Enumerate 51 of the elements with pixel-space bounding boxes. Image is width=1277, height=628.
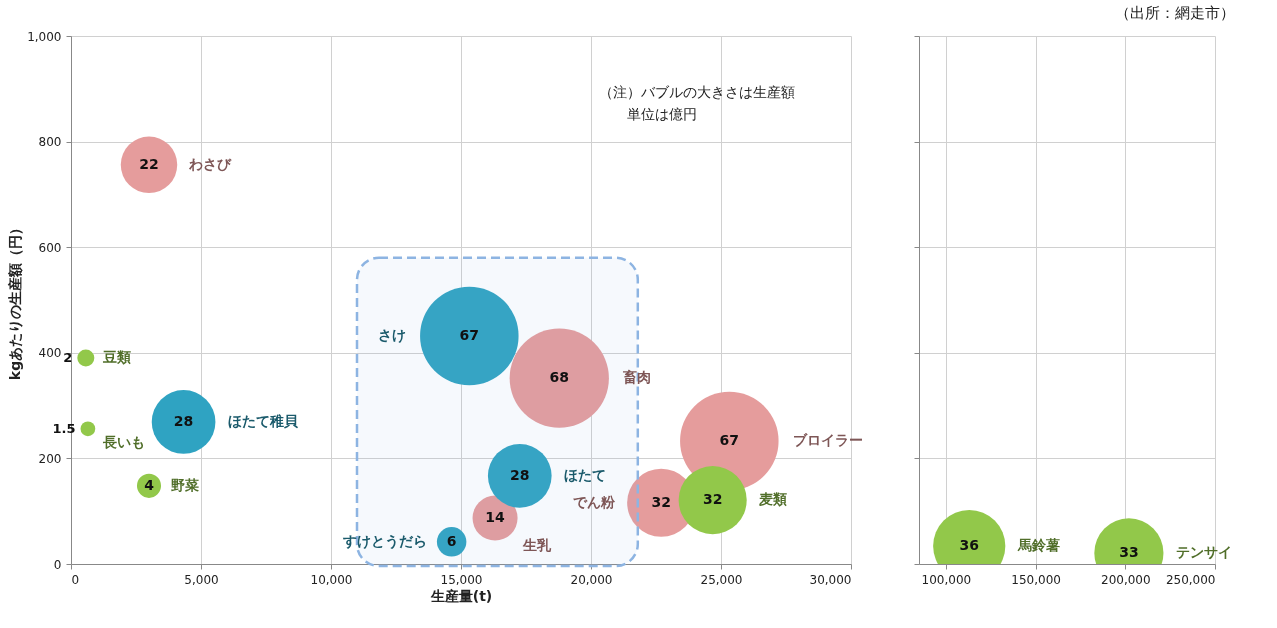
y-tick-label: 1,000 [27,29,62,44]
data-label: 4 [144,476,155,493]
data-label: 32 [702,491,723,508]
data-label: 22 [139,155,159,172]
series-label: ほたて [563,466,606,483]
y-tick-label: 200 [38,451,62,466]
annotation: （注）バブルの大きさは生産額 [599,84,796,100]
series-label: 野菜 [170,476,199,493]
series-label: 麦類 [758,491,788,508]
series-label: すけとうだら [342,532,428,550]
data-label: 67 [459,326,480,343]
data-label: 36 [959,537,979,554]
x-tick-label: 0 [71,572,80,587]
x-tick-label: 250,000 [1165,572,1216,587]
series-label: ブロイラー [792,431,863,448]
data-label: 6 [446,532,457,549]
series-label: 生乳 [522,537,553,554]
data-label: 14 [485,509,506,526]
x-axis-title: 生産量(t) [429,587,493,604]
data-label: 2 [63,350,73,366]
series-label: 馬鈴薯 [1016,537,1060,554]
x-tick-label: 25,000 [700,572,743,587]
y-tick-label: 400 [38,346,62,361]
data-label: 28 [510,466,530,483]
series-label: でん粉 [572,493,616,510]
x-tick-label: 150,000 [1011,572,1061,587]
series-label: さけ [377,326,406,343]
series-label: 長いも [101,434,145,451]
data-label: 1.5 [52,420,76,436]
text: （出所：網走市） [1115,4,1235,22]
x-tick-label: 5,000 [184,572,219,587]
series-label: テンサイ [1175,543,1232,560]
data-label: 33 [1119,543,1139,560]
data-label: 28 [173,412,194,429]
data-label: 32 [651,493,671,510]
data-label: 67 [719,431,740,448]
y-axis-title: kgあたりの生産額（円） [7,220,24,381]
y-tick-label: 0 [53,557,62,572]
series-label: 豆類 [102,349,132,366]
data-label: 68 [549,369,570,386]
y-tick-label: 800 [38,135,62,150]
x-tick-label: 100,000 [921,572,972,587]
x-tick-label: 30,000 [809,572,852,587]
series-label: ほたて稚貝 [227,412,299,429]
x-tick-label: 20,000 [570,572,613,587]
annotation: 単位は億円 [627,106,698,122]
y-tick-label: 600 [38,240,62,255]
series-label: わさび [187,155,232,172]
x-tick-label: 200,000 [1100,572,1151,587]
x-tick-label: 10,000 [310,572,353,587]
x-tick-label: 15,000 [440,572,483,587]
